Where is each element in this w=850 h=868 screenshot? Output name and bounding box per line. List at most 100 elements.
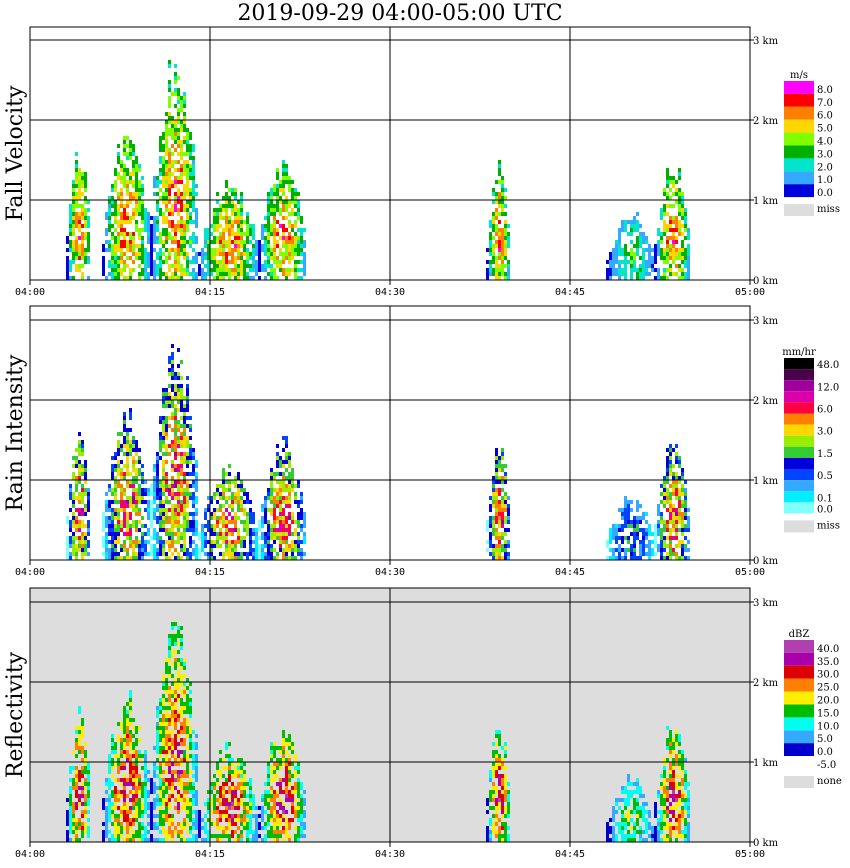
echo-cell <box>189 556 192 560</box>
echo-cell <box>72 544 75 548</box>
echo-cell <box>507 520 510 524</box>
echo-cell <box>135 556 138 560</box>
echo-cell <box>186 678 189 682</box>
echo-cell <box>684 516 687 520</box>
echo-cell <box>75 552 78 556</box>
echo-cell <box>108 806 111 810</box>
echo-cell <box>663 220 666 224</box>
echo-cell <box>183 674 186 678</box>
echo-cell <box>627 520 630 524</box>
echo-cell <box>282 228 285 232</box>
echo-cell <box>141 268 144 272</box>
echo-cell <box>228 786 231 790</box>
echo-cell <box>165 726 168 730</box>
echo-cell <box>273 236 276 240</box>
echo-cell <box>192 196 195 200</box>
echo-cell <box>171 208 174 212</box>
echo-cell <box>123 718 126 722</box>
echo-cell <box>240 544 243 548</box>
echo-cell <box>159 746 162 750</box>
echo-cell <box>180 128 183 132</box>
echo-cell <box>177 408 180 412</box>
echo-cell <box>255 822 258 826</box>
legend-label: 8.0 <box>817 85 833 96</box>
echo-cell <box>264 520 267 524</box>
echo-cell <box>189 544 192 548</box>
echo-cell <box>210 272 213 276</box>
echo-cell <box>171 464 174 468</box>
echo-cell <box>174 228 177 232</box>
echo-cell <box>177 480 180 484</box>
echo-cell <box>135 758 138 762</box>
echo-cell <box>504 236 507 240</box>
echo-cell <box>84 184 87 188</box>
echo-cell <box>168 658 171 662</box>
echo-cell <box>186 268 189 272</box>
echo-cell <box>102 798 105 802</box>
echo-cell <box>174 260 177 264</box>
echo-cell <box>492 192 495 196</box>
echo-cell <box>621 228 624 232</box>
echo-cell <box>222 524 225 528</box>
echo-cell <box>174 662 177 666</box>
echo-cell <box>645 268 648 272</box>
echo-cell <box>672 184 675 188</box>
echo-cell <box>273 540 276 544</box>
echo-cell <box>186 184 189 188</box>
echo-cell <box>684 228 687 232</box>
echo-cell <box>252 236 255 240</box>
echo-cell <box>219 834 222 838</box>
echo-cell <box>246 228 249 232</box>
echo-cell <box>657 504 660 508</box>
echo-cell <box>192 156 195 160</box>
echo-cell <box>279 524 282 528</box>
echo-cell <box>495 260 498 264</box>
echo-cell <box>201 272 204 276</box>
echo-cell <box>645 248 648 252</box>
echo-cell <box>621 548 624 552</box>
echo-cell <box>168 172 171 176</box>
echo-cell <box>180 806 183 810</box>
echo-cell <box>174 392 177 396</box>
echo-cell <box>207 524 210 528</box>
echo-cell <box>123 488 126 492</box>
echo-cell <box>201 826 204 830</box>
echo-cell <box>282 508 285 512</box>
echo-cell <box>120 444 123 448</box>
echo-cell <box>279 260 282 264</box>
echo-cell <box>252 232 255 236</box>
echo-cell <box>171 272 174 276</box>
echo-cell <box>165 532 168 536</box>
echo-cell <box>135 834 138 838</box>
echo-cell <box>489 240 492 244</box>
echo-cell <box>507 224 510 228</box>
echo-cell <box>117 272 120 276</box>
echo-cell <box>294 532 297 536</box>
echo-cell <box>180 208 183 212</box>
echo-cell <box>165 786 168 790</box>
echo-cell <box>216 790 219 794</box>
echo-cell <box>237 556 240 560</box>
echo-cell <box>162 436 165 440</box>
echo-cell <box>219 790 222 794</box>
echo-cell <box>114 544 117 548</box>
echo-cell <box>225 256 228 260</box>
echo-cell <box>75 496 78 500</box>
echo-cell <box>489 232 492 236</box>
echo-cell <box>168 694 171 698</box>
echo-cell <box>252 260 255 264</box>
echo-cell <box>147 806 150 810</box>
echo-cell <box>489 224 492 228</box>
echo-cell <box>87 810 90 814</box>
echo-cell <box>246 806 249 810</box>
echo-cell <box>228 552 231 556</box>
echo-cell <box>78 786 81 790</box>
echo-cell <box>282 180 285 184</box>
echo-cell <box>135 544 138 548</box>
echo-cell <box>246 264 249 268</box>
echo-cell <box>69 766 72 770</box>
echo-cell <box>189 790 192 794</box>
echo-cell <box>174 754 177 758</box>
echo-cell <box>240 786 243 790</box>
echo-cell <box>618 508 621 512</box>
